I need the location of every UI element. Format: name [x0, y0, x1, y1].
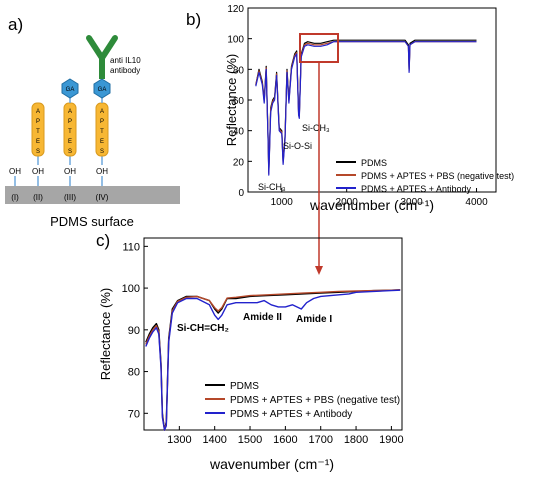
panel-a-label: a)	[8, 15, 23, 34]
x-tick-label: 1000	[271, 197, 294, 208]
aptes-molecule	[31, 102, 45, 157]
chart-c-y-axis: 70 80 90 100 110	[122, 241, 148, 420]
chart-c-frame	[143, 237, 403, 431]
x-tick-label: 3000	[400, 197, 423, 208]
series-line-2	[255, 41, 477, 176]
chart-b-series-lines	[255, 39, 477, 176]
series-line-1	[255, 41, 477, 175]
legend-label: PDMS	[230, 381, 259, 392]
y-tick-label: 60	[233, 96, 245, 107]
aptes-letter: S	[68, 149, 72, 155]
x-tick-label: 1500	[238, 434, 262, 446]
ga-label: GA	[66, 87, 75, 93]
aptes-letter: E	[68, 139, 72, 145]
aptes-letter: T	[68, 129, 72, 135]
chart-c-annotation: Amide II	[243, 312, 282, 323]
y-tick-label: 110	[122, 241, 140, 253]
series-line-0	[255, 39, 477, 173]
chart-b-y-label: Reflectance (%)	[224, 54, 239, 146]
chart-b-y-axis: 0 20 40 60 80 100 120	[227, 4, 252, 199]
chart-c-annotation: Amide I	[296, 314, 332, 325]
y-tick-label: 90	[128, 325, 140, 337]
aptes-letter: P	[36, 119, 40, 125]
chart-b-annotation: Si-O-Si	[283, 141, 312, 151]
oh-label: OH	[32, 167, 44, 176]
antibody-arm	[99, 35, 118, 61]
chart-b-annotation: Si-CH₃	[302, 123, 330, 133]
chart-c: 70 80 90 100 110 1300 1400 1500 1600 1700 1800 190…	[98, 237, 404, 472]
column-label: (II)	[33, 193, 43, 202]
aptes-letter: A	[68, 109, 72, 115]
x-tick-label: 1700	[308, 434, 332, 446]
panel-b-label: b)	[186, 10, 201, 29]
chart-b-legend: PDMS PDMS + APTES + PBS (negative test) PD…	[336, 158, 514, 194]
chart-c-series-lines	[145, 289, 401, 431]
aptes-letter: S	[36, 149, 40, 155]
aptes-letter: A	[36, 109, 40, 115]
y-tick-label: 80	[128, 367, 140, 379]
chart-c-x-label: wavenumber (cm⁻¹)	[209, 456, 334, 472]
chart-c-legend: PDMS PDMS + APTES + PBS (negative test) PD…	[205, 381, 400, 420]
y-tick-label: 80	[233, 65, 245, 76]
antibody-arm	[86, 35, 105, 61]
ga-molecule	[61, 78, 79, 99]
aptes-letter: A	[100, 109, 104, 115]
column-label: (IV)	[96, 193, 109, 202]
y-tick-label: 100	[227, 35, 244, 46]
x-tick-label: 1600	[273, 434, 297, 446]
x-tick-label: 4000	[465, 197, 488, 208]
pdms-surface-label: PDMS surface	[50, 214, 134, 229]
zoom-connector-arrowhead	[315, 266, 323, 275]
y-tick-label: 40	[233, 127, 245, 138]
ga-molecule	[93, 78, 111, 99]
aptes-letter: T	[100, 129, 104, 135]
pdms-surface-block	[5, 186, 180, 204]
chart-b-x-label: wavenumber (cm⁻¹)	[309, 197, 434, 213]
y-tick-label: 70	[128, 408, 140, 420]
aptes-letter: P	[100, 119, 104, 125]
x-tick-label: 2000	[336, 197, 359, 208]
oh-label: OH	[9, 167, 21, 176]
series-line-2	[145, 289, 401, 431]
antibody-label: antibody	[110, 66, 140, 75]
chart-c-y-label: Reflectance (%)	[98, 288, 113, 380]
legend-label: PDMS + APTES + PBS (negative test)	[230, 395, 400, 406]
legend-label: PDMS + APTES + Antibody	[361, 184, 472, 194]
antibody-label: anti IL10	[110, 56, 141, 65]
surface-schematic: PDMS surface OH (I) OH A P T E S (II) OH…	[5, 35, 180, 229]
legend-label: PDMS + APTES + Antibody	[230, 409, 352, 420]
x-tick-label: 1800	[344, 434, 368, 446]
chart-c-x-axis: 1300 1400 1500 1600 1700 1800 1900	[167, 426, 404, 446]
aptes-letter: S	[100, 149, 104, 155]
ga-label: GA	[98, 87, 107, 93]
chart-c-annotation: Si-CH=CH₂	[177, 323, 229, 334]
x-tick-label: 1300	[167, 434, 191, 446]
oh-label: OH	[96, 167, 108, 176]
column-label: (I)	[11, 193, 19, 202]
aptes-letter: E	[36, 139, 40, 145]
aptes-letter: P	[68, 119, 72, 125]
y-tick-label: 100	[122, 283, 140, 295]
aptes-letter: E	[100, 139, 104, 145]
legend-label: PDMS + APTES + PBS (negative test)	[361, 171, 514, 181]
zoom-region-box	[299, 33, 339, 63]
y-tick-label: 120	[227, 4, 244, 15]
x-tick-label: 1900	[379, 434, 403, 446]
panel-c-label: c)	[96, 231, 110, 250]
aptes-letter: T	[36, 129, 40, 135]
x-tick-label: 1400	[202, 434, 226, 446]
y-tick-label: 0	[238, 188, 244, 199]
oh-label: OH	[64, 167, 76, 176]
legend-label: PDMS	[361, 158, 387, 168]
y-tick-label: 20	[233, 157, 245, 168]
chart-b-annotation: Si-CH₃	[258, 182, 286, 192]
column-label: (III)	[64, 193, 76, 202]
